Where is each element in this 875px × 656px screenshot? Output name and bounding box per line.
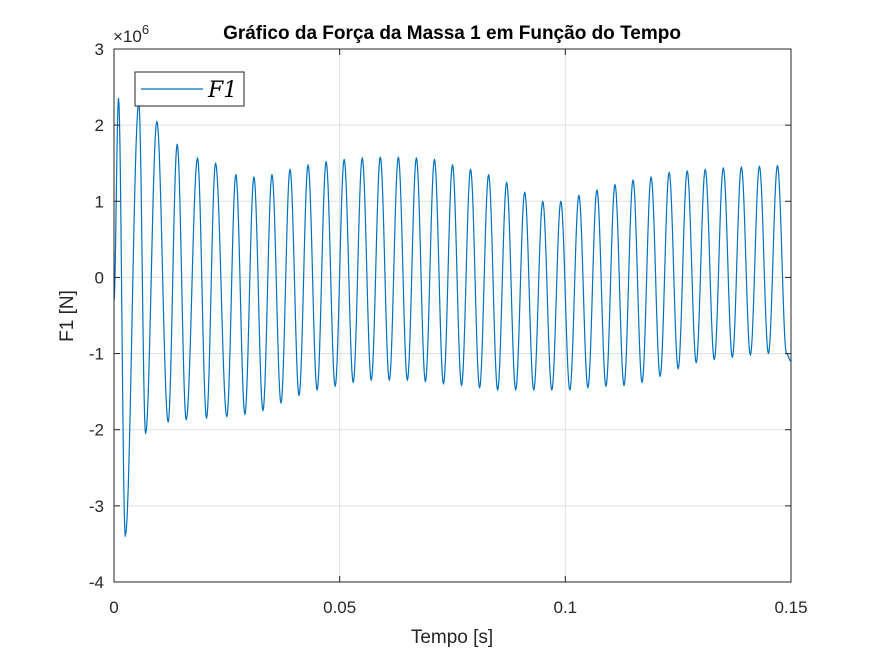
x-axis-label: Tempo [s] — [411, 627, 493, 648]
x-tick-labels: 0 0.05 0.1 0.15 — [109, 598, 807, 617]
y-tick-label: -2 — [89, 421, 104, 440]
grid-lines — [114, 49, 791, 582]
series-line-f1 — [113, 97, 792, 537]
y-exponent-label: ×106 — [113, 22, 149, 46]
x-tick-label: 0.1 — [554, 598, 578, 617]
y-tick-label: 2 — [95, 116, 104, 135]
y-tick-label: -1 — [89, 345, 104, 364]
y-exponent-power: 6 — [142, 22, 149, 37]
x-tick-label: 0.15 — [774, 598, 807, 617]
plot-frame — [113, 48, 792, 583]
y-tick-labels: -4 -3 -2 -1 0 1 2 3 — [89, 40, 104, 592]
y-tick-label: 1 — [95, 192, 104, 211]
legend-label-f1: F1 — [207, 78, 237, 103]
series-layer — [113, 97, 792, 537]
legend: F1 — [134, 71, 245, 107]
plot-area — [114, 49, 791, 582]
chart-title: Gráfico da Força da Massa 1 em Função do… — [223, 23, 681, 44]
y-tick-label: 0 — [95, 268, 104, 287]
y-exponent-base: ×10 — [113, 27, 142, 46]
y-tick-label: -3 — [89, 497, 104, 516]
y-axis-label: F1 [N] — [57, 290, 78, 342]
x-tick-label: 0 — [109, 598, 118, 617]
x-tick-label: 0.05 — [323, 598, 356, 617]
y-tick-label: -4 — [89, 573, 104, 592]
tick-marks — [113, 48, 792, 583]
y-tick-label: 3 — [95, 40, 104, 59]
